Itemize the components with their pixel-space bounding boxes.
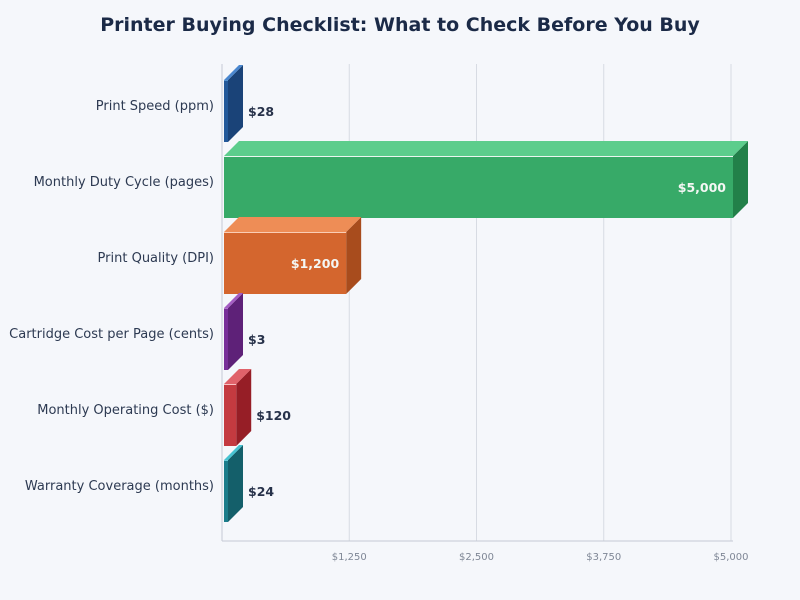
x-tick-labels: $1,250 $2,500 $3,750 $5,000 [332,552,749,563]
category-label: Print Quality (DPI) [98,251,214,266]
value-label: $24 [248,484,274,499]
bar[interactable]: $120 [224,369,291,446]
axes [221,64,733,542]
value-label: $28 [248,104,274,119]
value-label: $3 [248,332,265,347]
category-label: Print Speed (ppm) [96,99,214,114]
bar[interactable]: $1,200 [224,217,362,294]
chart-title: Printer Buying Checklist: What to Check … [100,14,700,36]
value-label: $1,200 [291,256,340,271]
category-label: Warranty Coverage (months) [25,479,214,494]
bars: $28 $5,000 $1,200 $3 $120 $24 [224,65,748,522]
x-tick-label: $3,750 [586,552,621,563]
x-tick-label: $2,500 [459,552,494,563]
value-label: $120 [256,408,291,423]
gridlines [348,64,732,541]
x-tick-label: $5,000 [714,552,749,563]
value-label: $5,000 [678,180,727,195]
category-label: Monthly Operating Cost ($) [37,403,214,418]
category-label: Monthly Duty Cycle (pages) [34,175,214,190]
bar[interactable]: $24 [224,445,274,522]
bar[interactable]: $5,000 [224,141,748,218]
category-label: Cartridge Cost per Page (cents) [9,327,214,342]
bar[interactable]: $3 [224,293,265,370]
bar[interactable]: $28 [224,65,274,142]
x-tick-label: $1,250 [332,552,367,563]
category-labels: Print Speed (ppm) Monthly Duty Cycle (pag… [9,99,214,494]
